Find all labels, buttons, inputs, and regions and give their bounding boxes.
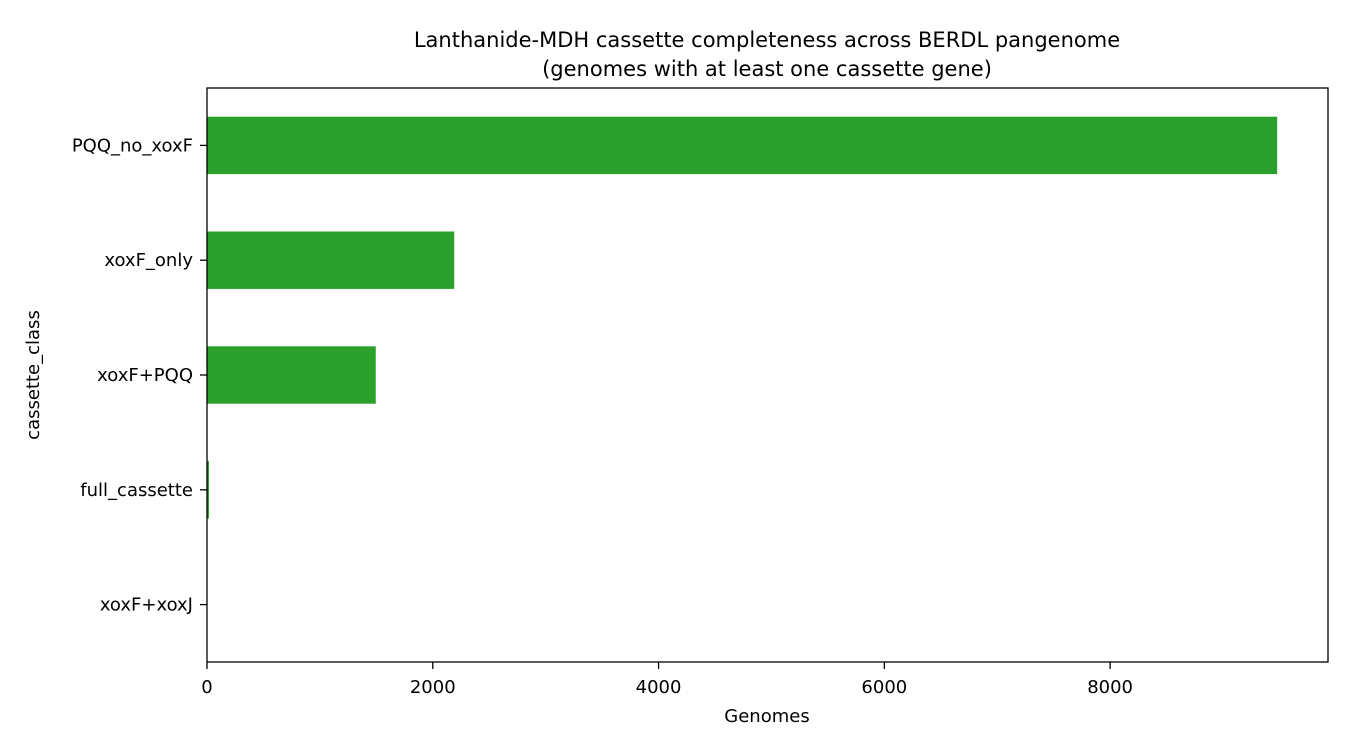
bar-xoxF_only [207,231,455,289]
y-tick-label: xoxF+PQQ [97,365,193,386]
axes-frame [206,87,1329,663]
x-tick-label: 8000 [1087,677,1133,698]
bar-xoxF+PQQ [207,346,376,404]
bar-PQQ_no_xoxF [207,116,1278,175]
y-tick-label: xoxF_only [104,250,193,271]
y-tick-label: xoxF+xoxJ [100,595,193,616]
bar-full_cassette [207,461,210,519]
chart-title: Lanthanide-MDH cassette completeness acr… [414,28,1120,52]
x-tick-label: 0 [201,677,212,698]
y-axis-label: cassette_class [23,310,44,440]
y-tick-label: full_cassette [80,480,193,501]
x-axis-label: Genomes [724,706,809,727]
y-ticks-group: PQQ_no_xoxF xoxF_only xoxF+PQQ full_cassett… [72,135,207,616]
x-tick-label: 4000 [636,677,682,698]
bars-group [207,116,1278,634]
x-ticks-group: 0 2000 4000 6000 8000 [201,662,1133,698]
chart-subtitle: (genomes with at least one cassette gene… [542,57,992,81]
x-tick-label: 2000 [410,677,456,698]
y-tick-label: PQQ_no_xoxF [72,135,193,156]
x-tick-label: 6000 [861,677,907,698]
